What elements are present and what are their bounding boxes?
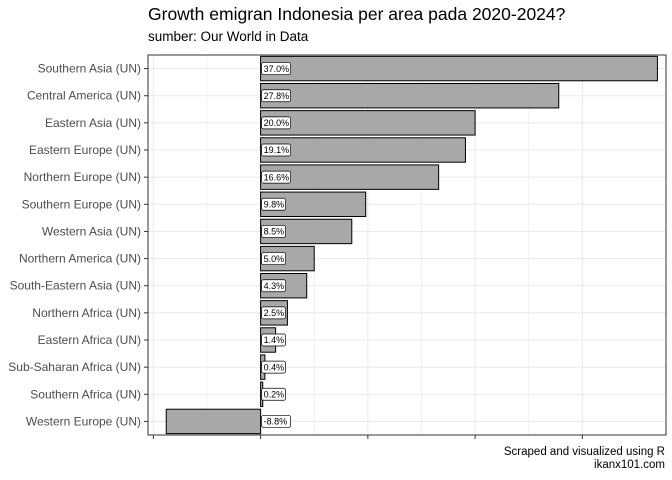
caption: Scraped and visualized using R ikanx101.… — [504, 446, 665, 472]
data-label-box — [261, 415, 291, 428]
data-label-group: -8.8% — [261, 415, 291, 428]
plot-panel-border — [147, 54, 667, 436]
bar — [165, 408, 262, 435]
data-label-group: 0.2% — [261, 387, 286, 401]
data-label-group: 19.1% — [261, 143, 291, 157]
data-label-group: 0.4% — [261, 360, 286, 374]
y-axis-label: Western Asia (UN) — [42, 224, 141, 238]
y-axis-label: Northern America (UN) — [19, 252, 141, 266]
data-label: 4.3% — [264, 281, 285, 291]
data-label: 9.8% — [264, 199, 285, 209]
y-axis-label: Southern Asia (UN) — [38, 62, 141, 76]
data-label-box — [261, 360, 286, 374]
data-label: 0.4% — [264, 362, 285, 372]
data-label: 37.0% — [264, 64, 290, 74]
data-label-group: 20.0% — [261, 116, 291, 130]
bar — [260, 83, 560, 109]
y-axis-label: South-Eastern Asia (UN) — [10, 279, 141, 293]
data-label-group: 27.8% — [261, 89, 291, 103]
data-label-group: 2.5% — [261, 306, 286, 320]
data-label-box — [261, 225, 286, 238]
data-label: 8.5% — [264, 227, 285, 237]
data-label: -8.8% — [264, 417, 288, 427]
data-label-group: 37.0% — [261, 62, 291, 75]
bar — [260, 55, 658, 82]
data-label-group: 4.3% — [261, 279, 286, 293]
y-axis-label: Eastern Asia (UN) — [45, 116, 141, 130]
data-label-box — [261, 387, 286, 401]
data-label-group: 8.5% — [261, 225, 286, 238]
caption-line-1: Scraped and visualized using R — [503, 446, 665, 458]
data-label-box — [261, 170, 291, 184]
data-label-box — [261, 279, 286, 293]
y-axis: Southern Asia (UN) Central America (UN) Ea… — [8, 62, 148, 428]
bar — [260, 137, 466, 163]
data-label-group: 9.8% — [261, 197, 286, 211]
data-label-group: 1.4% — [261, 333, 286, 347]
data-label: 19.1% — [264, 145, 290, 155]
y-axis-label: Southern Europe (UN) — [22, 197, 141, 211]
y-axis-label: Western Europe (UN) — [26, 414, 141, 428]
y-axis-label: Eastern Africa (UN) — [38, 333, 141, 347]
caption-line-2: ikanx101.com — [594, 459, 665, 471]
bar — [260, 110, 476, 136]
y-axis-label: Central America (UN) — [27, 89, 141, 103]
y-axis-label: Northern Africa (UN) — [32, 306, 141, 320]
data-label: 5.0% — [264, 254, 285, 264]
data-label: 0.2% — [264, 389, 285, 399]
data-label-box — [261, 62, 291, 75]
data-label: 2.5% — [264, 308, 285, 318]
data-label: 16.6% — [264, 172, 290, 182]
data-label: 27.8% — [264, 91, 290, 101]
data-label-group: 16.6% — [261, 170, 291, 184]
y-axis-label: Sub-Saharan Africa (UN) — [8, 360, 141, 374]
y-axis-label: Eastern Europe (UN) — [29, 143, 141, 157]
data-label-box — [261, 143, 291, 157]
x-axis — [152, 435, 583, 439]
data-label-box — [261, 306, 286, 320]
data-label-box — [261, 89, 291, 103]
data-label-group: 5.0% — [261, 252, 286, 265]
data-label: 1.4% — [264, 335, 285, 345]
data-label-box — [261, 197, 286, 211]
bar — [260, 218, 353, 245]
chart-subtitle: sumber: Our World in Data — [148, 29, 309, 44]
y-axis-label: Southern Africa (UN) — [30, 387, 141, 401]
chart-title: Growth emigran Indonesia per area pada 2… — [148, 4, 566, 24]
data-label-box — [261, 333, 286, 347]
data-labels: 37.0% 27.8% 20.0% 19.1% 16.6% 9.8% 8.5% 5.0% 4.3… — [261, 62, 291, 428]
data-label-box — [261, 116, 291, 130]
data-label-box — [261, 252, 286, 265]
data-label: 20.0% — [264, 118, 290, 128]
y-axis-label: Northern Europe (UN) — [24, 170, 141, 184]
